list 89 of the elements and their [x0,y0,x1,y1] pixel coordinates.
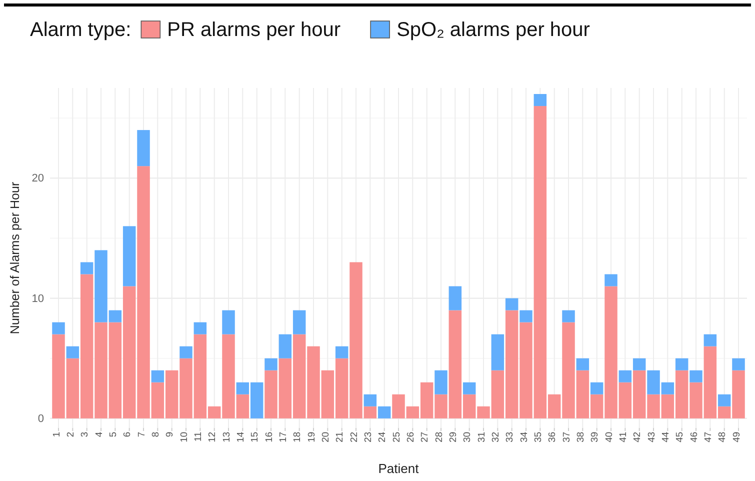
y-tick-label: 20 [32,172,44,185]
bar [704,334,717,346]
x-tick-label: 46 [688,432,700,442]
x-tick-label: 24 [377,432,388,442]
bar [590,382,604,394]
x-tick-label: 43 [646,432,658,442]
bar [180,346,192,358]
bar [732,358,745,370]
x-tick-label: 36 [547,432,558,442]
x-tick-label: 45 [674,432,686,442]
x-tick-label: 30 [462,432,474,442]
x-tick-label: 40 [604,432,615,442]
bar [505,298,518,310]
bar [335,346,348,358]
x-tick-label: 35 [532,432,544,442]
x-tick-label: 6 [122,432,134,438]
bar [718,394,731,406]
bar [278,334,292,358]
x-tick-label: 2 [65,432,76,438]
bar [462,382,476,394]
bar [632,358,646,370]
bar [137,130,150,166]
x-tick-label: 48 [717,432,728,442]
bar [562,310,575,322]
bar [194,322,207,334]
bar [434,370,448,394]
bar [292,310,306,334]
bar [448,286,462,310]
y-tick-label: 0 [38,412,44,425]
x-tick-label: 33 [504,432,516,442]
bar [66,346,80,358]
bar [618,370,632,382]
x-tick-label: 28 [434,432,445,442]
x-tick-label: 15 [250,432,261,442]
x-tick-label: 1 [51,432,62,438]
bar [491,334,504,370]
bar [222,310,235,334]
x-tick-label: 29 [448,432,459,442]
x-tick-label: 32 [490,432,502,442]
x-tick-label: 12 [207,432,218,442]
x-tick-label: 13 [221,432,232,442]
x-tick-label: 31 [476,432,488,442]
bar [520,310,532,322]
x-tick-label: 25 [391,432,402,442]
x-tick-label: 23 [362,432,374,442]
legend-title: Alarm type: [30,19,132,41]
bar [576,358,590,370]
bar [52,322,65,334]
x-tick-label: 18 [292,432,304,442]
x-axis-title: Patient [378,461,420,476]
x-tick-label: 8 [150,432,162,438]
x-tick-label: 27 [420,432,431,442]
bar [534,94,547,106]
x-tick-label: 22 [348,432,360,442]
x-tick-label: 47 [702,432,714,442]
x-tick-label: 44 [660,432,672,442]
x-tick-label: 16 [264,432,275,442]
bar [151,370,164,382]
x-tick-label: 5 [108,432,119,438]
x-tick-label: 34 [518,432,530,442]
x-tick-label: 11 [192,432,204,442]
x-tick-label: 41 [618,432,629,442]
y-axis-title: Number of Alarms per Hour [8,182,22,334]
legend-label: PR alarms per hour [167,19,341,41]
legend-label: SpO₂ alarms per hour [396,19,590,41]
x-tick-label: 17 [278,432,289,442]
bar [364,394,377,406]
x-tick-label: 38 [575,432,586,442]
x-tick-label: 49 [731,432,742,442]
x-tick-label: 26 [405,432,416,442]
x-tick-label: 7 [136,432,148,438]
bar [690,370,702,382]
x-tick-label: 10 [178,432,190,442]
bar [675,358,688,370]
bar [264,358,278,370]
x-tick-label: 39 [590,432,601,442]
bar [122,226,136,286]
x-tick-label: 9 [164,432,176,438]
bar [604,274,618,286]
x-tick-label: 21 [334,432,346,442]
x-tick-label: 37 [561,432,572,442]
y-tick-label: 10 [32,292,44,305]
bar [378,406,391,418]
x-tick-label: 4 [94,432,105,438]
x-tick-label: 20 [320,432,332,442]
x-tick-label: 3 [80,432,91,438]
x-tick-label: 14 [235,432,246,442]
x-tick-label: 19 [306,432,318,442]
x-tick-label: 42 [632,432,644,442]
